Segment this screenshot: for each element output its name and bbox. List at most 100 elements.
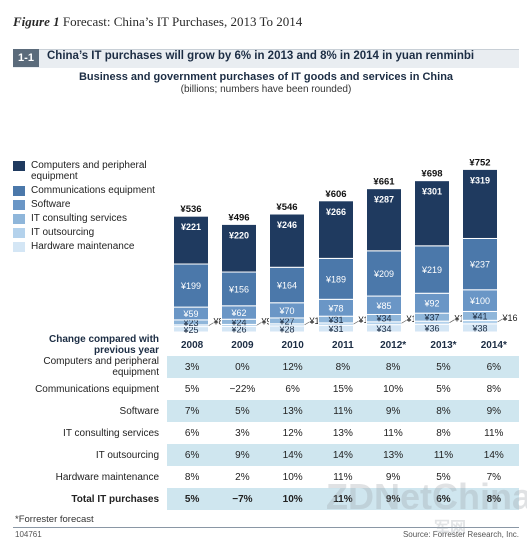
watermark-sub: 军网 — [434, 518, 466, 537]
table-cell: 8% — [184, 471, 200, 483]
footnote: *Forrester forecast — [15, 514, 94, 525]
legend-item-hardware-maintenance: Hardware maintenance — [13, 241, 173, 252]
label-it-outsourcing-2009: ¥9 — [261, 316, 272, 326]
table-cell: 12% — [282, 427, 303, 439]
label-hardware-maintenance-2014: ¥38 — [471, 323, 487, 333]
table-cell: 8% — [436, 427, 451, 439]
chart-subtitle: (billions; numbers have been rounded) — [180, 84, 352, 95]
table-cell: −22% — [229, 383, 256, 395]
figure-title: Figure 1 Forecast: China’s IT Purchases,… — [13, 14, 302, 30]
year-2011: 2011 — [332, 339, 354, 351]
table-cell: 11% — [383, 427, 403, 439]
label-it-outsourcing-2008: ¥8 — [213, 317, 224, 327]
source-note: Source: Forrester Research, Inc. — [402, 530, 519, 539]
total-label-2013: ¥698 — [421, 169, 442, 180]
row-label: Hardware maintenance — [55, 471, 160, 483]
table-cell: 9% — [468, 400, 519, 422]
bar-computers-and-peripheral-equipment-2014 — [462, 168, 498, 239]
total-label-2008: ¥536 — [180, 204, 201, 215]
legend-label: Communications equipment — [31, 185, 155, 196]
table-cell: 7% — [167, 400, 218, 422]
label-hardware-maintenance-2008: ¥25 — [182, 325, 198, 335]
leader-2013 — [449, 319, 455, 323]
table-cell: 11% — [418, 444, 469, 466]
label-software-2013: ¥92 — [423, 299, 439, 309]
legend-swatch — [13, 228, 25, 238]
label-software-2010: ¥70 — [278, 306, 294, 316]
legend-swatch — [13, 161, 25, 171]
label-it-outsourcing-2012: ¥13 — [406, 314, 422, 324]
label-it-consulting-services-2012: ¥34 — [375, 314, 391, 324]
label-computers-and-peripheral-equipment-2008: ¥221 — [181, 222, 201, 232]
label-hardware-maintenance-2009: ¥26 — [230, 325, 246, 335]
label-hardware-maintenance-2013: ¥36 — [423, 324, 439, 334]
table-cell: 3% — [167, 356, 218, 378]
label-computers-and-peripheral-equipment-2011: ¥266 — [326, 207, 346, 217]
label-it-outsourcing-2014: ¥16 — [502, 313, 518, 323]
legend-item-communications-equipment: Communications equipment — [13, 185, 173, 196]
panel-number: 1-1 — [13, 49, 39, 67]
table-cell: 10% — [282, 471, 303, 483]
legend-swatch — [13, 214, 25, 224]
table-cell: 11% — [317, 400, 368, 422]
table-cell: 6% — [418, 488, 469, 510]
table-cell: 11% — [317, 488, 368, 510]
row-label: IT consulting services — [63, 427, 160, 439]
label-communications-equipment-2012: ¥209 — [373, 269, 394, 279]
table-cell: 5% — [436, 471, 451, 483]
label-it-consulting-services-2011: ¥31 — [327, 315, 343, 325]
row-label: Total IT purchases — [71, 493, 160, 505]
change-table: Change compared with previous year 2008 20… — [13, 334, 519, 510]
stacked-bar-chart: ¥25 ¥8 ¥23¥59 ¥199 ¥221 ¥536 ¥26 ¥9 ¥24¥62 ¥156 ¥2… — [173, 157, 518, 335]
row-label: Communications equipment — [35, 383, 160, 395]
label-software-2011: ¥78 — [327, 303, 343, 313]
label-computers-and-peripheral-equipment-2013: ¥301 — [422, 187, 442, 197]
bar-computers-and-peripheral-equipment-2012 — [366, 188, 402, 252]
table-cell: 9% — [217, 444, 268, 466]
year-2012: 2012* — [380, 339, 407, 351]
year-2008: 2008 — [181, 339, 204, 351]
table-cell: 7% — [486, 471, 502, 483]
table-cell: 8% — [468, 488, 519, 510]
legend-item-it-consulting-services: IT consulting services — [13, 213, 173, 224]
label-computers-and-peripheral-equipment-2012: ¥287 — [374, 195, 394, 205]
year-2013: 2013* — [430, 339, 457, 351]
label-it-consulting-services-2014: ¥41 — [471, 311, 487, 321]
legend-swatch — [13, 200, 25, 210]
table-cell: 11% — [333, 471, 353, 483]
table-cell: 8% — [486, 383, 502, 395]
legend-swatch — [13, 186, 25, 196]
table-cell: 5% — [184, 383, 200, 395]
figure-title-text: Forecast: China’s IT Purchases, 2013 To … — [62, 14, 303, 29]
bar-communications-equipment-2013 — [414, 245, 450, 294]
table-cell: 10% — [267, 488, 318, 510]
legend-label: IT consulting services — [31, 213, 127, 224]
label-software-2014: ¥100 — [469, 296, 490, 306]
table-cell: 14% — [267, 444, 318, 466]
label-it-consulting-services-2008: ¥23 — [182, 318, 198, 328]
table-cell: 10% — [383, 383, 404, 395]
bar-computers-and-peripheral-equipment-2010 — [269, 213, 305, 268]
table-cell: 9% — [367, 400, 419, 422]
leader-2014 — [497, 318, 503, 323]
table-cell: 13% — [332, 427, 353, 439]
legend-label: Hardware maintenance — [31, 241, 135, 252]
bar-computers-and-peripheral-equipment-2013 — [414, 180, 450, 247]
table-cell: 15% — [332, 383, 353, 395]
table-row-hardware-maintenance: Hardware maintenance 8% 2% 10% 11% 9% 5% 7% — [13, 466, 519, 488]
table-cell: 0% — [217, 356, 268, 378]
label-software-2009: ¥62 — [230, 308, 246, 318]
table-cell: 14% — [468, 444, 519, 466]
total-label-2012: ¥661 — [373, 177, 395, 188]
panel-headline: China’s IT purchases will grow by 6% in … — [47, 50, 475, 62]
bar-communications-equipment-2008 — [173, 263, 209, 308]
row-label: Computers and peripheral equipment — [43, 356, 160, 378]
label-it-consulting-services-2013: ¥37 — [423, 313, 439, 323]
label-communications-equipment-2011: ¥189 — [325, 274, 346, 284]
table-cell: 6% — [184, 427, 200, 439]
total-label-2014: ¥752 — [469, 157, 490, 168]
label-it-consulting-services-2009: ¥24 — [230, 317, 246, 327]
legend-swatch — [13, 242, 25, 252]
label-hardware-maintenance-2011: ¥31 — [327, 324, 343, 334]
table-cell: −7% — [217, 488, 268, 510]
